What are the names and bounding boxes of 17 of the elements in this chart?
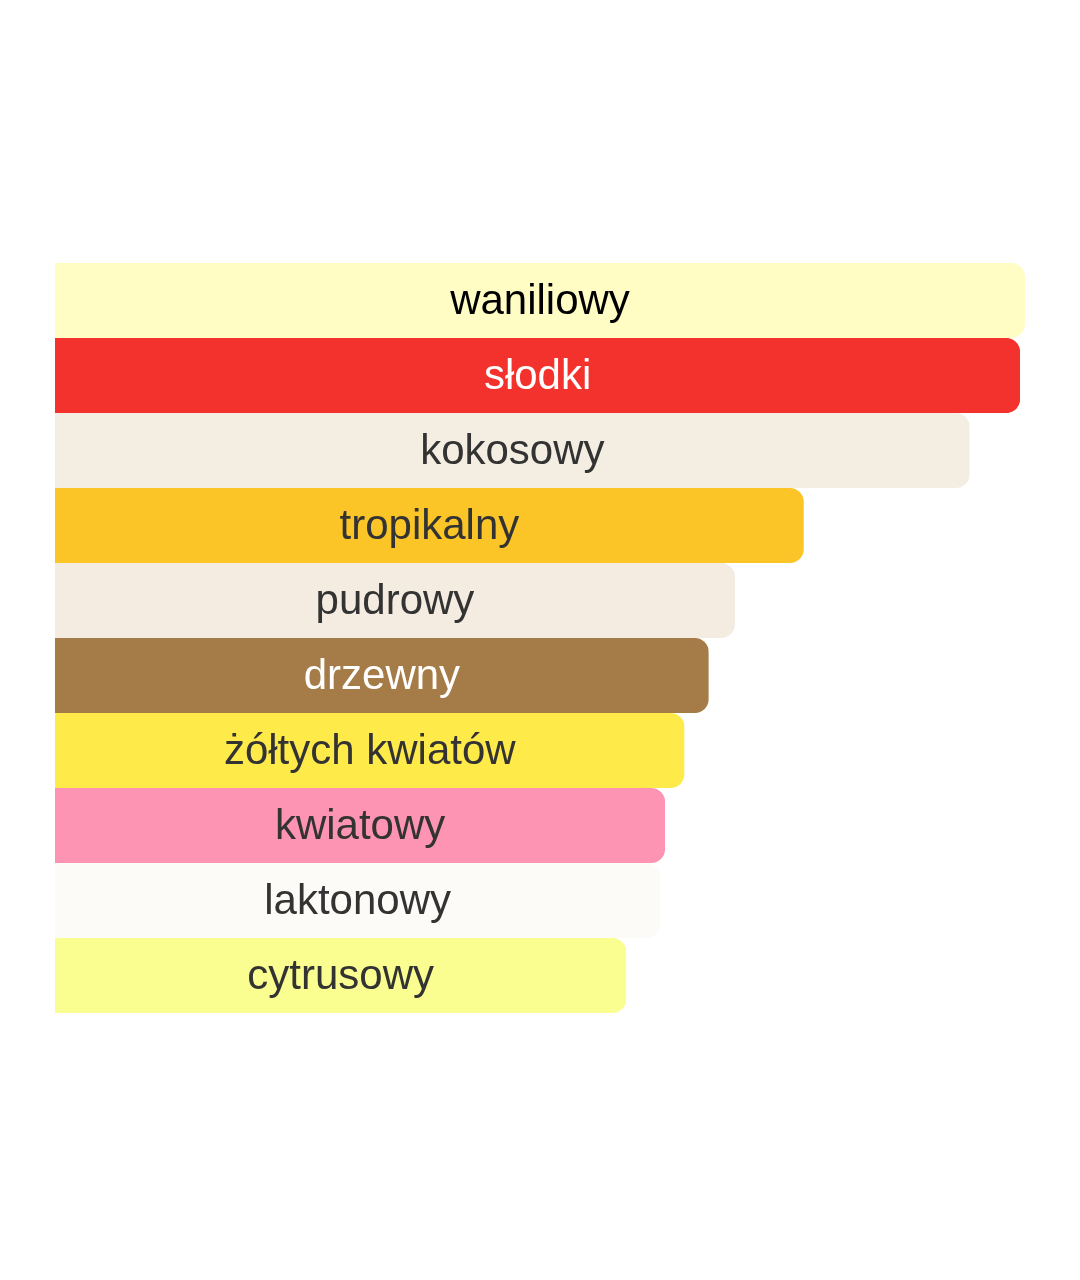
bar: [55, 563, 735, 638]
y-tick-label: waniliowy: [449, 275, 630, 323]
y-tick-label: tropikalny: [339, 500, 520, 548]
y-tick-label: cytrusowy: [247, 950, 435, 998]
y-tick-label: żółtych kwiatów: [223, 725, 517, 773]
y-tick-label: kokosowy: [420, 425, 605, 473]
bar: [55, 713, 685, 788]
y-tick-label: drzewny: [303, 650, 461, 698]
bar: [55, 263, 1025, 338]
bar: [55, 488, 804, 563]
bar: [55, 638, 709, 713]
y-tick-label: kwiatowy: [274, 800, 446, 848]
y-tick-label: laktonowy: [264, 875, 452, 923]
y-tick-label: pudrowy: [315, 575, 475, 623]
bar: [55, 413, 970, 488]
y-tick-label: słodki: [483, 350, 592, 398]
bar: [55, 338, 1021, 413]
